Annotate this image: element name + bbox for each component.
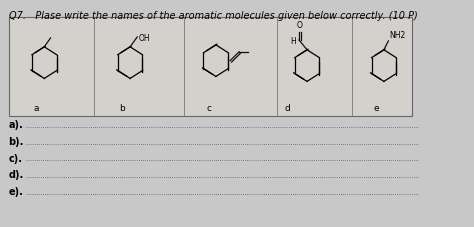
Text: b).: b). <box>9 137 24 147</box>
Text: c: c <box>207 104 212 113</box>
Text: b: b <box>119 104 125 113</box>
Text: d).: d). <box>9 170 24 180</box>
Text: O: O <box>296 21 302 30</box>
Text: a: a <box>34 104 39 113</box>
Text: OH: OH <box>138 35 150 43</box>
Text: a).: a). <box>9 120 23 130</box>
Text: Q7.   Plase write the names of the aromatic molecules given below correctly. (10: Q7. Plase write the names of the aromati… <box>9 11 417 21</box>
Bar <box>9 17 412 116</box>
Text: NH2: NH2 <box>389 31 406 40</box>
Text: e).: e). <box>9 187 23 197</box>
Text: c).: c). <box>9 153 23 163</box>
Text: H: H <box>290 37 296 46</box>
Text: d: d <box>285 104 291 113</box>
Text: e: e <box>373 104 379 113</box>
